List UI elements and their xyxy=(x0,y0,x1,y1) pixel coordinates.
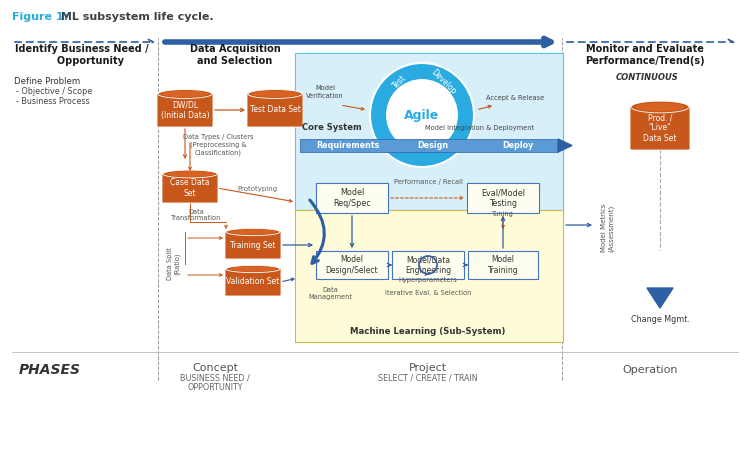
Text: Eval/Model
Testing: Eval/Model Testing xyxy=(481,188,525,208)
Ellipse shape xyxy=(252,91,298,97)
Circle shape xyxy=(370,63,474,167)
FancyBboxPatch shape xyxy=(295,53,563,215)
Text: Model Metrics
(Assessment): Model Metrics (Assessment) xyxy=(602,204,615,252)
FancyBboxPatch shape xyxy=(162,173,218,203)
Text: Prod. /
"Live"
Data Set: Prod. / "Live" Data Set xyxy=(644,113,676,143)
Text: Data Acquisition
and Selection: Data Acquisition and Selection xyxy=(190,44,280,66)
Text: - Business Process: - Business Process xyxy=(16,98,90,107)
Text: Model
Req/Spec: Model Req/Spec xyxy=(333,188,370,208)
Ellipse shape xyxy=(631,101,689,113)
FancyBboxPatch shape xyxy=(316,183,388,213)
Text: Training Set: Training Set xyxy=(230,240,276,249)
Ellipse shape xyxy=(230,230,276,234)
Text: DW/DL
(Initial Data): DW/DL (Initial Data) xyxy=(160,100,209,120)
Text: ML subsystem life cycle.: ML subsystem life cycle. xyxy=(57,12,214,22)
Text: Test: Test xyxy=(392,73,409,90)
Ellipse shape xyxy=(226,266,280,273)
FancyBboxPatch shape xyxy=(247,93,303,127)
Polygon shape xyxy=(647,288,673,308)
Text: PHASES: PHASES xyxy=(19,363,81,377)
Text: Change Mgmt.: Change Mgmt. xyxy=(631,315,689,324)
FancyBboxPatch shape xyxy=(316,251,388,279)
Text: Model Integration & Deployment: Model Integration & Deployment xyxy=(425,125,535,131)
Text: Requirements: Requirements xyxy=(316,140,380,149)
Ellipse shape xyxy=(158,90,212,99)
Text: Design: Design xyxy=(418,140,448,149)
Text: Performance / Recall: Performance / Recall xyxy=(394,179,463,185)
Ellipse shape xyxy=(162,91,208,97)
Text: Deploy: Deploy xyxy=(503,140,534,149)
Text: Prototyping: Prototyping xyxy=(237,186,278,192)
Ellipse shape xyxy=(167,171,213,177)
Text: - Objective / Scope: - Objective / Scope xyxy=(16,87,92,96)
Ellipse shape xyxy=(635,103,685,111)
Text: Data
Transformation: Data Transformation xyxy=(171,208,221,221)
Text: Accept & Release: Accept & Release xyxy=(486,95,544,101)
Text: Model
Design/Select: Model Design/Select xyxy=(326,255,378,274)
Text: SELECT / CREATE / TRAIN: SELECT / CREATE / TRAIN xyxy=(378,374,478,382)
FancyBboxPatch shape xyxy=(468,251,538,279)
FancyBboxPatch shape xyxy=(392,251,464,279)
Text: Monitor and Evaluate
Performance/Trend(s): Monitor and Evaluate Performance/Trend(s… xyxy=(585,44,705,66)
Text: Validation Set: Validation Set xyxy=(226,278,280,287)
FancyBboxPatch shape xyxy=(467,183,539,213)
Text: Operation: Operation xyxy=(622,365,678,375)
Text: Hyperparameters: Hyperparameters xyxy=(399,277,458,283)
Text: Data Types / Clusters
(Preprocessing &
Classification): Data Types / Clusters (Preprocessing & C… xyxy=(183,135,254,156)
Ellipse shape xyxy=(248,90,302,99)
Text: Case Data
Set: Case Data Set xyxy=(170,178,210,198)
Text: Test Data Set: Test Data Set xyxy=(250,105,301,114)
Text: Project: Project xyxy=(409,363,447,373)
FancyBboxPatch shape xyxy=(225,268,281,296)
Text: Data Split
(Ratio): Data Split (Ratio) xyxy=(167,248,181,280)
Polygon shape xyxy=(558,139,572,152)
Text: Concept: Concept xyxy=(192,363,238,373)
Text: Figure 1:: Figure 1: xyxy=(12,12,68,22)
Text: OPPORTUNITY: OPPORTUNITY xyxy=(188,382,243,392)
Text: Tuning: Tuning xyxy=(492,211,514,217)
Text: BUSINESS NEED /: BUSINESS NEED / xyxy=(180,374,250,382)
FancyBboxPatch shape xyxy=(225,231,281,259)
FancyBboxPatch shape xyxy=(295,210,563,342)
Text: Model
Verification: Model Verification xyxy=(306,86,344,99)
Text: Machine Learning (Sub-System): Machine Learning (Sub-System) xyxy=(350,328,506,337)
FancyBboxPatch shape xyxy=(157,93,213,127)
Text: Agile: Agile xyxy=(404,108,439,122)
Text: Define Problem: Define Problem xyxy=(14,76,80,86)
Text: Core System: Core System xyxy=(302,123,362,132)
Circle shape xyxy=(385,78,459,152)
Ellipse shape xyxy=(226,228,280,236)
Text: Model
Training: Model Training xyxy=(488,255,518,274)
Ellipse shape xyxy=(230,266,276,271)
Text: Develop: Develop xyxy=(430,68,458,96)
Text: Iterative Eval. & Selection: Iterative Eval. & Selection xyxy=(385,290,471,296)
Text: CONTINUOUS: CONTINUOUS xyxy=(616,73,679,82)
Text: Model/Data
Engineering: Model/Data Engineering xyxy=(405,255,451,274)
Text: Data
Management: Data Management xyxy=(308,287,352,300)
FancyBboxPatch shape xyxy=(300,139,558,152)
FancyBboxPatch shape xyxy=(630,106,690,150)
Text: Identify Business Need /
     Opportunity: Identify Business Need / Opportunity xyxy=(15,44,149,66)
Ellipse shape xyxy=(163,170,217,178)
